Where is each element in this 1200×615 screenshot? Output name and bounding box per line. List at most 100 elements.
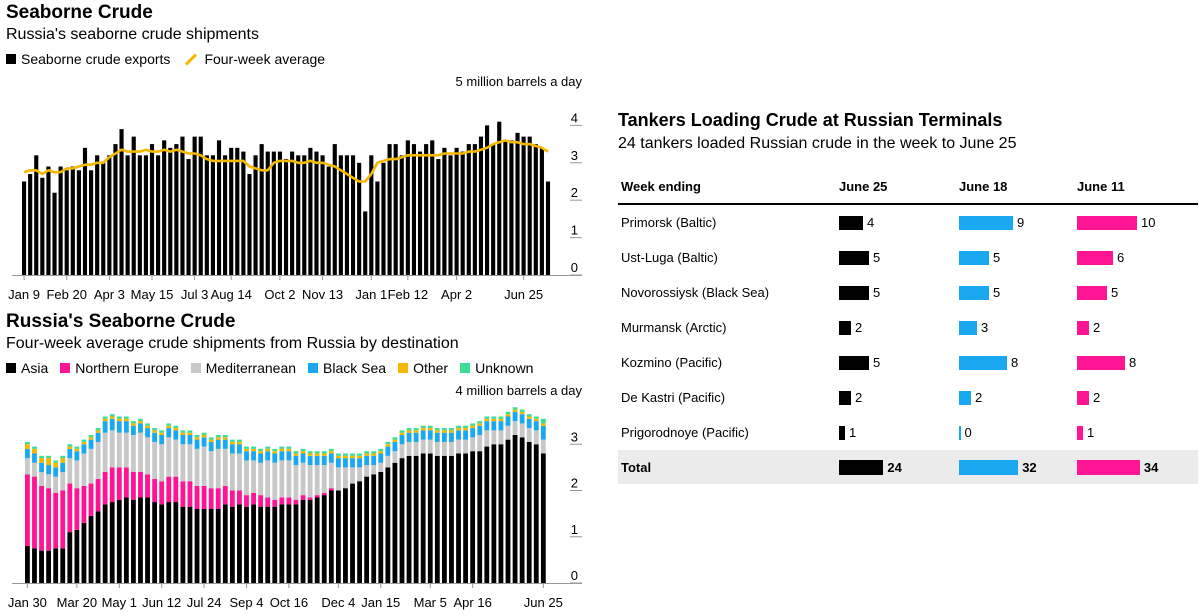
chart1-bar (442, 147, 447, 275)
chart2-bar-segment-black-sea (95, 432, 101, 442)
chart2-bar-segment-unknown (364, 451, 370, 454)
value-cell: 8 (1077, 345, 1198, 380)
chart2-bar-segment-mediterranean (343, 467, 348, 489)
chart2-bar-segment-black-sea (39, 462, 44, 472)
chart2-bar-segment-mediterranean (420, 439, 426, 454)
chart2-bar-segment-unknown (251, 446, 256, 449)
chart2-bar-segment-other (420, 428, 426, 431)
chart2-bar-segment-black-sea (258, 453, 264, 463)
chart2-bar-segment-mediterranean (237, 453, 242, 491)
chart2-bar-segment-mediterranean (215, 448, 221, 489)
chart1-ytick-label: 2 (571, 185, 578, 200)
chart2-bar-segment-unknown (286, 446, 292, 449)
chart2-bar-segment-other (328, 451, 334, 454)
chart2-bar-segment-other (123, 418, 129, 422)
bar-cell: 2 (1077, 390, 1198, 405)
chart2-bar-segment-mediterranean (32, 462, 37, 477)
chart2-bar-segment-unknown (519, 409, 525, 412)
chart2-bar-segment-mediterranean (279, 460, 285, 498)
chart2-bar-segment-mediterranean (39, 472, 44, 486)
chart1-bar (320, 155, 325, 275)
table-row: Primorsk (Baltic) 4 9 10 (618, 204, 1198, 240)
chart2-bar-segment-mediterranean (95, 441, 101, 479)
chart2-bar-segment-asia (187, 506, 193, 583)
chart2-bar-segment-asia (265, 506, 271, 583)
chart2-bar-segment-black-sea (74, 451, 80, 461)
chart2-bar-segment-unknown (258, 448, 264, 452)
chart2-xtick-label: Mar 5 (414, 595, 447, 610)
chart2-bar-segment-asia (145, 497, 150, 583)
chart1-xtick-label: Nov 13 (302, 287, 343, 302)
chart2-bar-segment-other (484, 418, 490, 422)
legend-item-black-sea: Black Sea (308, 360, 386, 376)
chart2-bar-segment-mediterranean (152, 441, 158, 479)
chart2-bar-segment-mediterranean (258, 462, 264, 496)
header-week-ending: Week ending (618, 170, 839, 205)
bar-cell: 8 (959, 355, 1077, 370)
chart2-bar-segment-other (491, 418, 497, 422)
chart1-bar (411, 144, 417, 275)
chart2-bar-segment-northern-europe (279, 497, 285, 505)
chart2-bar-segment-other (293, 453, 299, 456)
chart2-bar-segment-asia (512, 435, 518, 583)
chart2-bar-segment-other (60, 458, 66, 463)
value-label: 32 (1022, 459, 1037, 475)
chart2-bar-segment-northern-europe (229, 490, 235, 507)
chart2-bar-segment-unknown (378, 448, 384, 452)
chart1-bar (198, 136, 203, 275)
chart2-bar-segment-other (512, 409, 518, 412)
value-bar (959, 320, 977, 335)
chart2-bar-segment-asia (491, 444, 497, 583)
chart2-bar-segment-other (321, 453, 327, 456)
chart2-bar-segment-asia (173, 502, 179, 583)
chart2-bar-segment-unknown (293, 451, 299, 454)
chart2-bar-segment-other (357, 455, 362, 459)
chart2-bar-segment-unknown (335, 453, 341, 456)
value-label: 6 (1117, 250, 1125, 265)
legend-item-northern-europe: Northern Europe (60, 360, 179, 376)
chart2-bar-segment-asia (456, 453, 461, 583)
chart2-bar-segment-unknown (265, 446, 271, 449)
chart1-bar (247, 174, 252, 275)
chart2-bar-segment-other (95, 430, 101, 433)
bar-cell: 5 (839, 250, 959, 265)
chart1-unit-label: 5 million barrels a day (455, 74, 582, 89)
chart1-bar (417, 151, 423, 275)
chart2-bar-segment-unknown (138, 418, 143, 422)
chart1-bar (521, 136, 526, 275)
chart2-bar-segment-mediterranean (116, 432, 122, 468)
value-cell: 32 (959, 450, 1077, 484)
chart2-bar-segment-mediterranean (463, 439, 468, 454)
chart2-bar-segment-asia (81, 522, 87, 584)
chart1-bar (70, 166, 75, 275)
chart2-bar-segment-black-sea (272, 453, 278, 463)
chart1-bar (277, 151, 282, 275)
chart2-bar-segment-black-sea (116, 421, 122, 433)
header-col-1: June 25 (839, 170, 959, 205)
chart2-bar-segment-northern-europe (258, 495, 264, 507)
chart2-bar-segment-other (364, 453, 370, 456)
chart2-bar-segment-unknown (95, 428, 101, 431)
bar-cell: 5 (959, 250, 1077, 265)
chart2-bar-segment-black-sea (519, 414, 525, 424)
chart2-bar-segment-northern-europe (116, 467, 122, 500)
chart2-bar-segment-unknown (314, 451, 320, 454)
value-label: 4 (867, 215, 875, 230)
chart2-bar-segment-mediterranean (180, 444, 186, 482)
chart2-xtick-label: Jan 15 (361, 595, 400, 610)
chart1-bar (283, 159, 289, 275)
chart2-bar-segment-black-sea (427, 430, 433, 440)
chart2-bar-segment-mediterranean (102, 432, 108, 472)
chart2-xtick-label: Dec 4 (321, 595, 355, 610)
chart2-bar-segment-mediterranean (307, 465, 313, 498)
chart1-xtick-label: Aug 14 (211, 287, 252, 302)
chart1-bar (466, 144, 471, 275)
legend-item-average: Four-week average (182, 51, 325, 67)
chart2-bar-segment-northern-europe (46, 488, 52, 551)
chart2-bar-segment-unknown (187, 430, 193, 433)
value-bar (959, 390, 971, 405)
value-bar (839, 355, 869, 370)
chart2-bar-segment-other (434, 430, 440, 433)
chart1-xtick-label: Jun 25 (504, 287, 543, 302)
chart2-bar-segment-asia (53, 548, 59, 583)
